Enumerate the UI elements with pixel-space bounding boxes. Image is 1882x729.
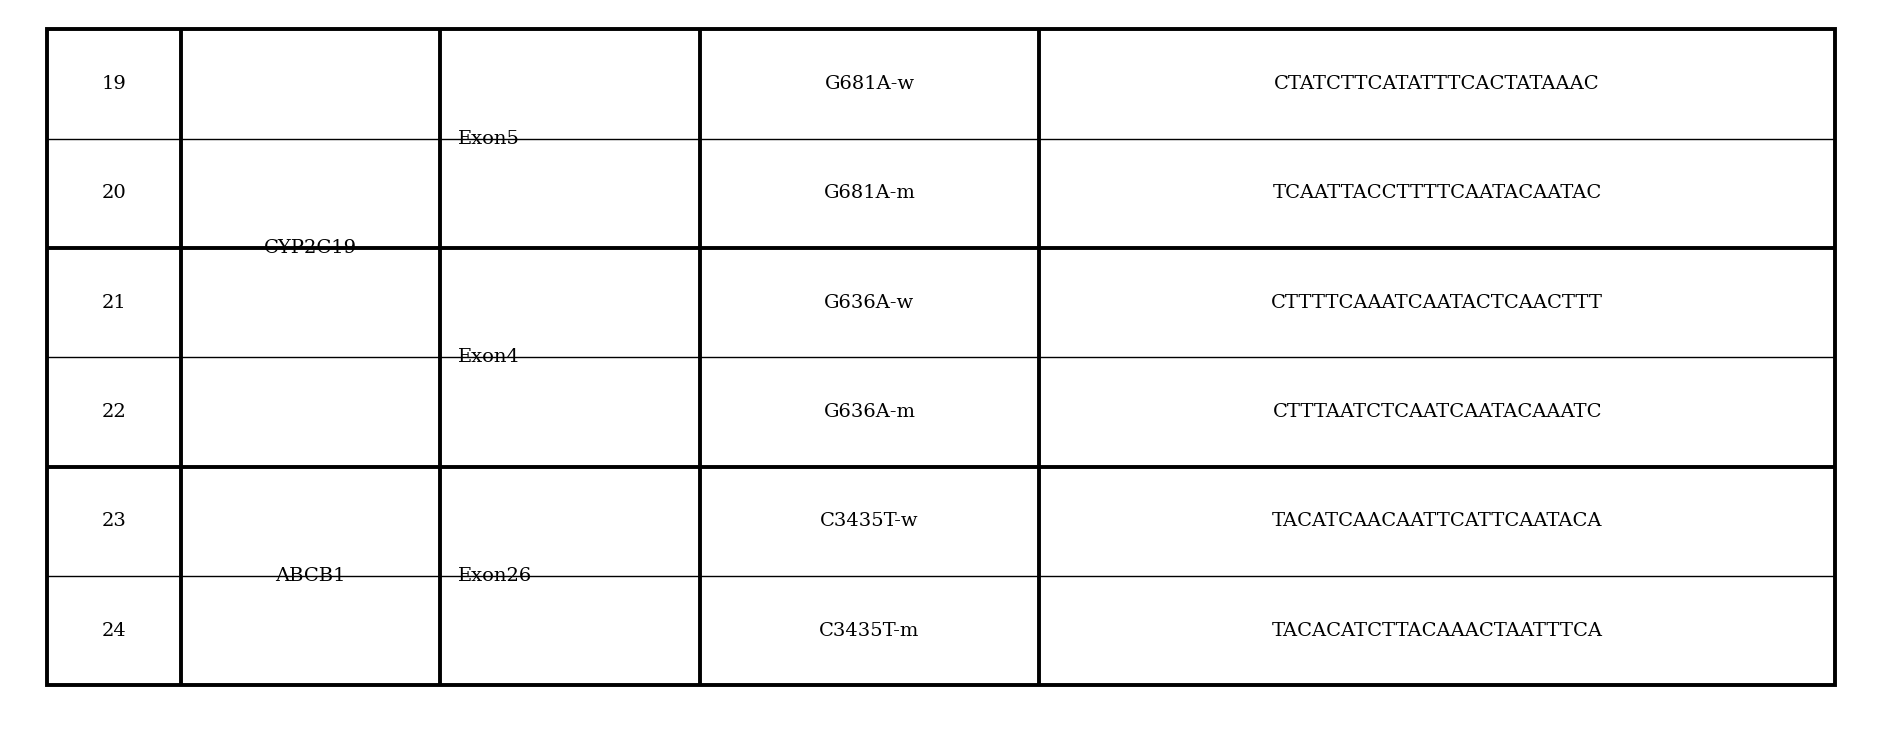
Text: CTTTAATCTCAATCAATACAAATC: CTTTAATCTCAATCAATACAAATC [1272, 403, 1602, 421]
Text: CYP2C19: CYP2C19 [263, 239, 358, 257]
Bar [47, 29, 1835, 685]
Text: 20: 20 [102, 184, 126, 202]
Text: ABCB1: ABCB1 [275, 567, 346, 585]
Text: 19: 19 [102, 75, 126, 93]
Text: 24: 24 [102, 622, 126, 639]
Text: CTATCTTCATATTTCACTATAAAC: CTATCTTCATATTTCACTATAAAC [1274, 75, 1600, 93]
Text: TCAATTACCTTTTCAATACAATAC: TCAATTACCTTTTCAATACAATAC [1272, 184, 1602, 202]
Text: G636A-w: G636A-w [824, 294, 915, 311]
Text: TACATCAACAATTCATTCAATACA: TACATCAACAATTCATTCAATACA [1272, 512, 1602, 530]
Text: G636A-m: G636A-m [824, 403, 915, 421]
Text: 21: 21 [102, 294, 126, 311]
Text: G681A-w: G681A-w [824, 75, 915, 93]
Text: 22: 22 [102, 403, 126, 421]
Text: Exon5: Exon5 [459, 130, 519, 147]
Text: C3435T-m: C3435T-m [819, 622, 920, 639]
Text: G681A-m: G681A-m [824, 184, 915, 202]
Text: Exon4: Exon4 [459, 348, 519, 366]
Text: 23: 23 [102, 512, 126, 530]
Bar [47, 29, 1835, 685]
Text: CTTTTCAAATCAATACTCAACTTT: CTTTTCAAATCAATACTCAACTTT [1270, 294, 1603, 311]
Text: TACACATCTTACAAACTAATTTCA: TACACATCTTACAAACTAATTTCA [1272, 622, 1603, 639]
Text: Exon26: Exon26 [459, 567, 533, 585]
Text: C3435T-w: C3435T-w [821, 512, 918, 530]
